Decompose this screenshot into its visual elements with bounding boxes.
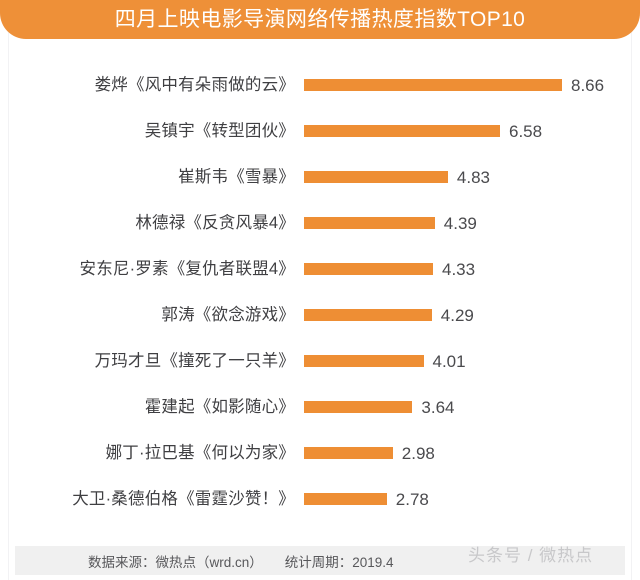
bar-row: 吴镇宇《转型团伙》 6.58 [0,108,640,154]
bar-row-label: 霍建起《如影随心》 [144,397,295,416]
bar [304,171,448,183]
bar-row: 林德禄《反贪风暴4》 4.39 [0,200,640,246]
bar-row-label: 吴镇宇《转型团伙》 [144,121,295,140]
bar-value-label: 2.98 [401,443,435,463]
bar [304,79,562,91]
footer-period-label: 统计周期：2019.4 [284,554,394,570]
footer-source-label: 数据来源：微热点（wrd.cn） [88,554,263,570]
bar-track: 2.98 [295,445,640,462]
bar-row: 郭涛《欲念游戏》 4.29 [0,292,640,338]
bar-row-label: 娄烨《风中有朵雨做的云》 [94,75,295,94]
bar-row: 安东尼·罗素《复仇者联盟4》 4.33 [0,246,640,292]
bar-track: 4.01 [295,353,640,370]
bar-row-label: 郭涛《欲念游戏》 [161,305,295,324]
chart-header-banner: 四月上映电影导演网络传播热度指数TOP10 [0,0,640,39]
bar-value-label: 4.29 [440,305,474,325]
footer-text: 数据来源：微热点（wrd.cn） 统计周期：2019.4 [15,546,625,575]
bar [304,401,413,413]
bar [304,447,393,459]
bar-track: 4.39 [295,215,640,232]
bar-value-label: 8.66 [571,75,605,95]
bar-row-label: 娜丁·拉巴基《何以为家》 [105,443,295,462]
bar-value-label: 3.64 [421,397,455,417]
bar [304,125,500,137]
horizontal-bar-chart: 娄烨《风中有朵雨做的云》 8.66 吴镇宇《转型团伙》 6.58 崔斯韦《雪暴》 4.83… [0,62,640,522]
bar-value-label: 4.83 [456,167,490,187]
bar-row-label: 万玛才旦《撞死了一只羊》 [94,351,295,370]
bar-track: 3.64 [295,399,640,416]
bar-track: 4.29 [295,307,640,324]
bar-track: 6.58 [295,123,640,140]
bar-row: 万玛才旦《撞死了一只羊》 4.01 [0,338,640,384]
bar-row: 大卫·桑德伯格《雷霆沙赞！》 2.78 [0,476,640,522]
bar-value-label: 6.58 [509,121,543,141]
page-edge-right [631,0,632,580]
bar-track: 2.78 [295,491,640,508]
bar [304,309,432,321]
bar-value-label: 4.39 [443,213,477,233]
bar-row-label: 林德禄《反贪风暴4》 [135,213,295,232]
bar-value-label: 4.01 [432,351,466,371]
bar [304,263,433,275]
bar-row: 崔斯韦《雪暴》 4.83 [0,154,640,200]
bar-row-label: 崔斯韦《雪暴》 [178,167,295,186]
bar-row: 娜丁·拉巴基《何以为家》 2.98 [0,430,640,476]
page-edge-left [8,0,9,580]
bar-row-label: 大卫·桑德伯格《雷霆沙赞！》 [72,489,295,508]
bar-track: 4.33 [295,261,640,278]
bar [304,217,435,229]
bar [304,355,424,367]
bar-value-label: 4.33 [442,259,476,279]
bar-row: 霍建起《如影随心》 3.64 [0,384,640,430]
footer-bar: 数据来源：微热点（wrd.cn） 统计周期：2019.4 [15,546,625,575]
bar-track: 4.83 [295,169,640,186]
bar-value-label: 2.78 [395,489,429,509]
bar-row: 娄烨《风中有朵雨做的云》 8.66 [0,62,640,108]
bar-track: 8.66 [295,77,640,94]
page-title: 四月上映电影导演网络传播热度指数TOP10 [114,8,526,31]
bar [304,493,387,505]
bar-row-label: 安东尼·罗素《复仇者联盟4》 [79,259,295,278]
